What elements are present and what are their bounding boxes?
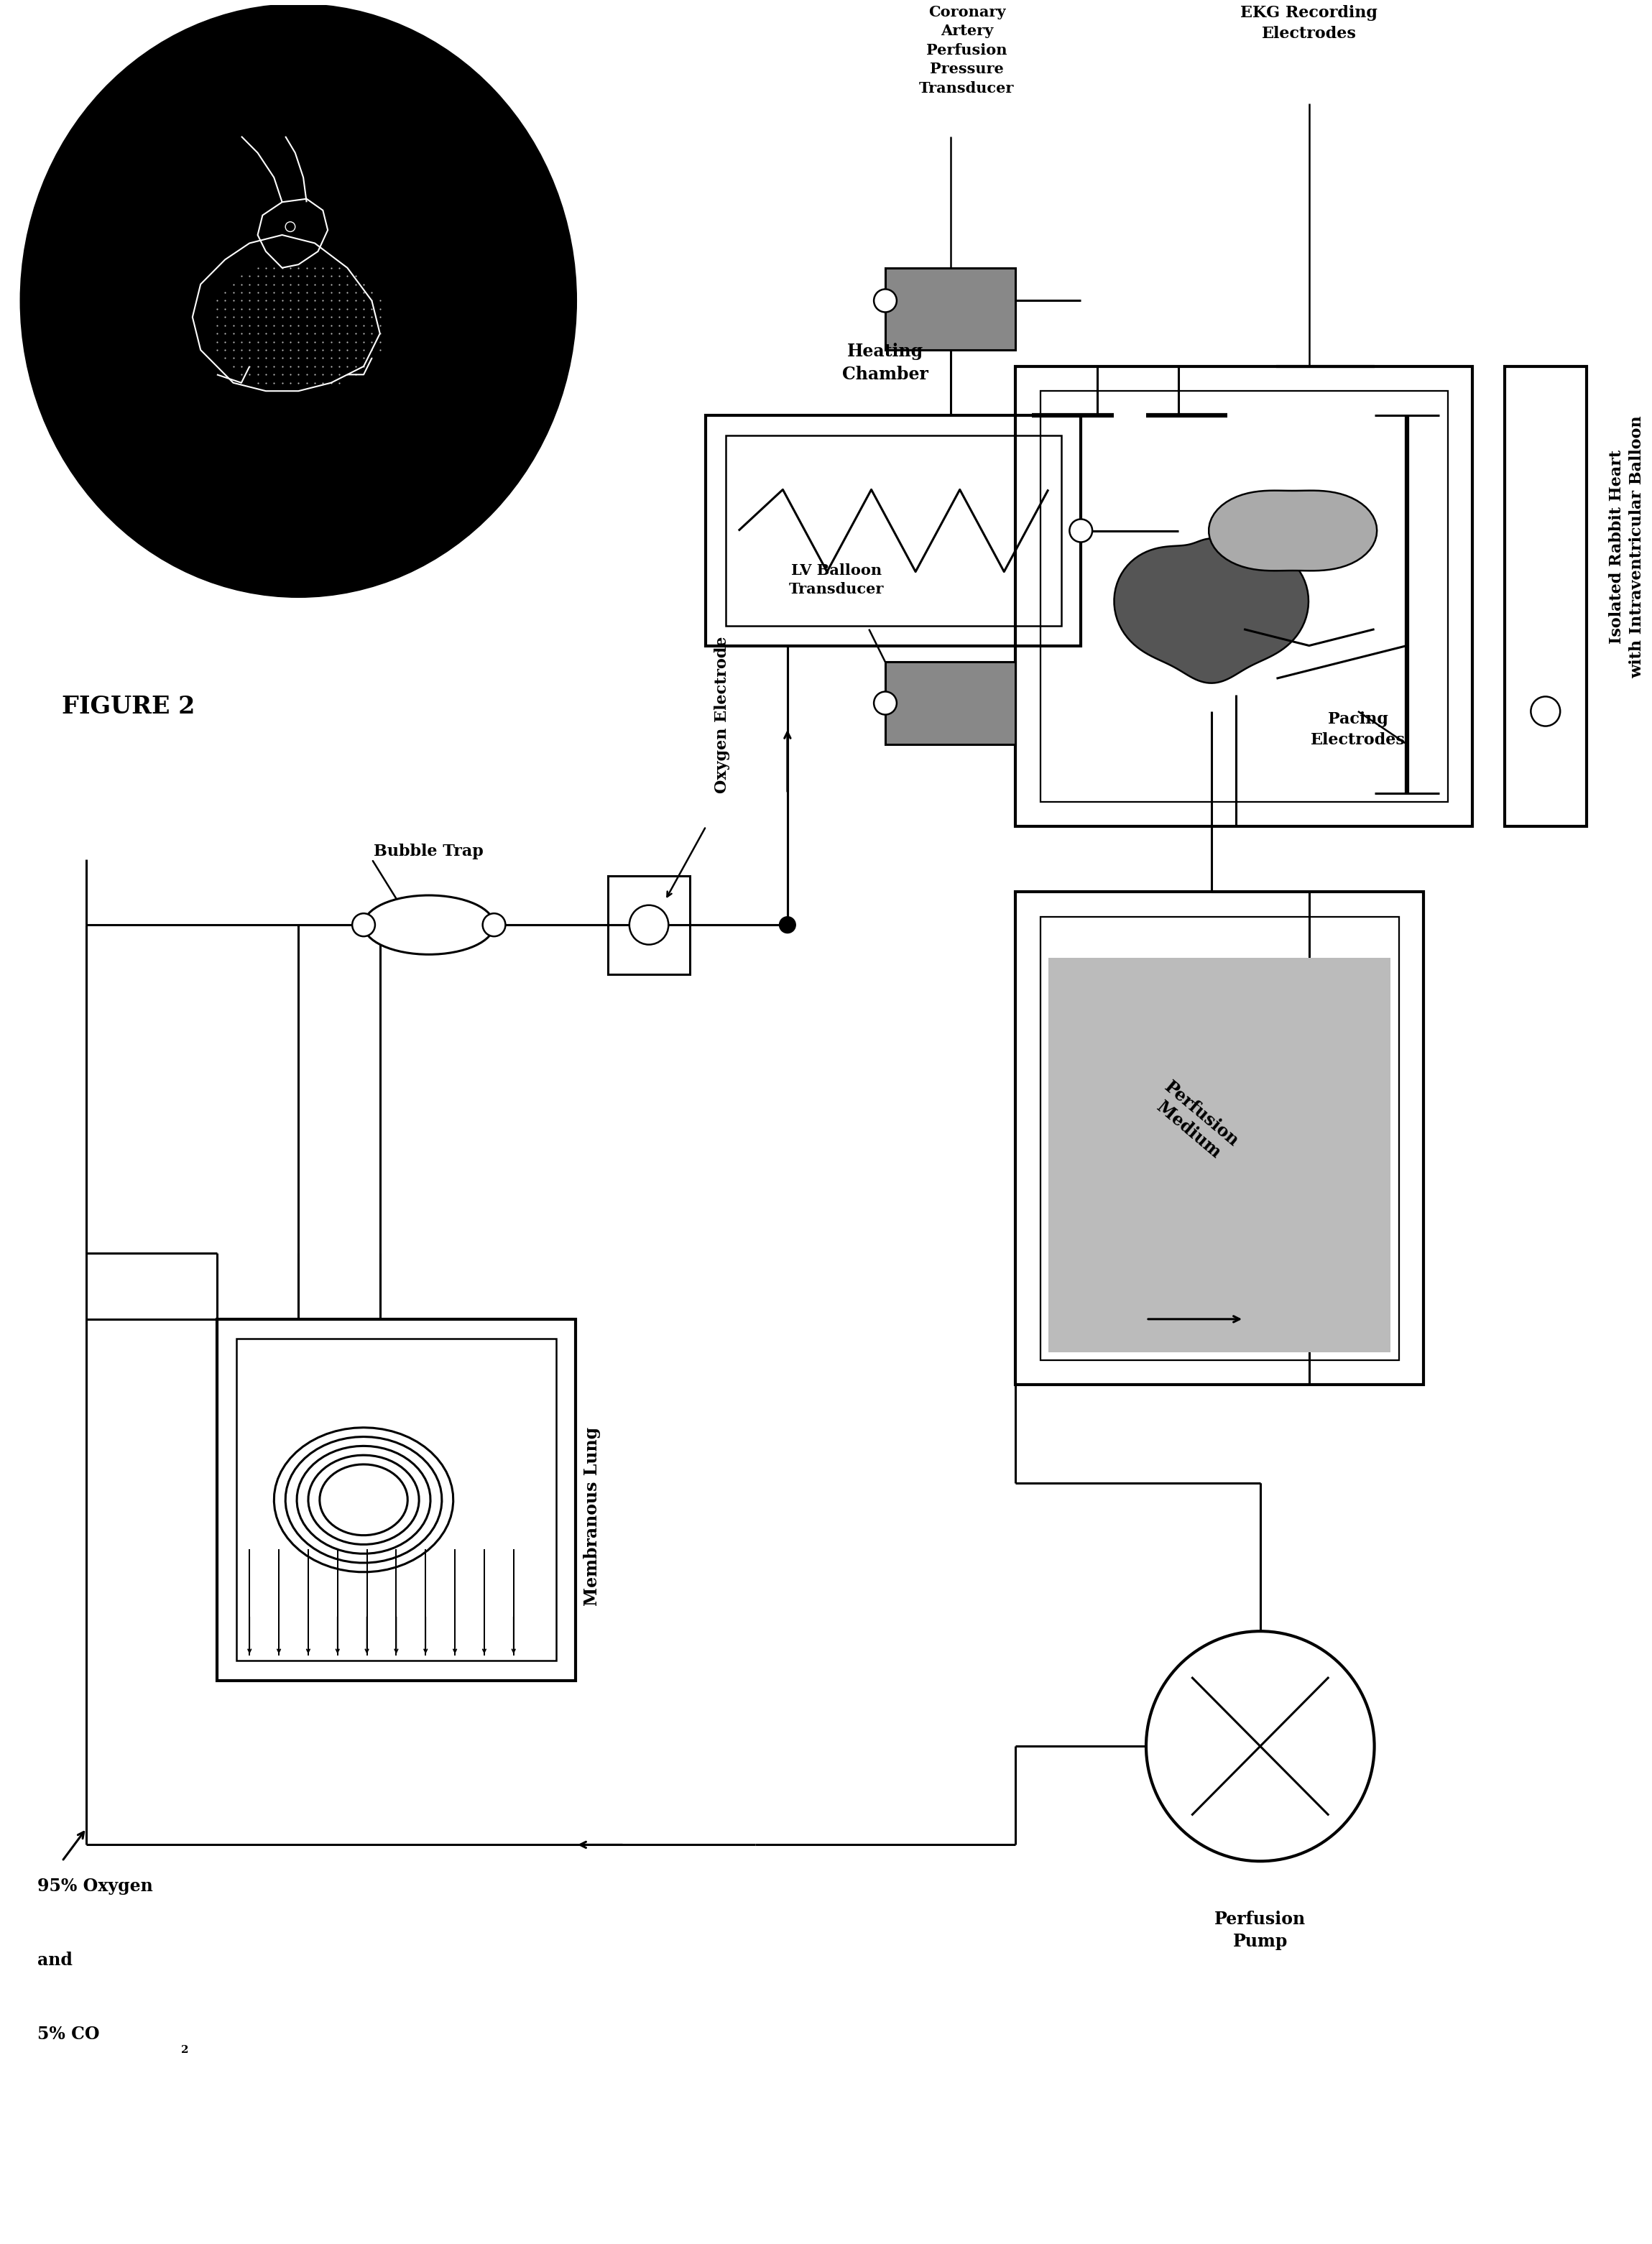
Text: Membranous Lung: Membranous Lung	[583, 1427, 601, 1607]
Bar	[1016, 366, 1472, 826]
Text: EKG Recording
Electrodes: EKG Recording Electrodes	[1241, 4, 1378, 40]
Circle shape	[1146, 1631, 1374, 1860]
Circle shape	[780, 916, 796, 934]
Bar	[1041, 916, 1399, 1360]
Ellipse shape	[21, 4, 575, 597]
Text: Pacing
Electrodes: Pacing Electrodes	[1310, 711, 1406, 747]
Text: 95% Oxygen: 95% Oxygen	[38, 1878, 154, 1894]
Text: 5% CO: 5% CO	[38, 2026, 99, 2042]
Text: Heating
Chamber: Heating Chamber	[843, 343, 928, 384]
Bar	[1016, 893, 1424, 1385]
Text: Isolated Rabbit Heart
with Intraventricular Balloon: Isolated Rabbit Heart with Intraventricu…	[1609, 415, 1645, 678]
Bar	[725, 435, 1061, 626]
Bar	[885, 267, 1016, 350]
Text: FIGURE 2: FIGURE 2	[63, 696, 195, 718]
Bar	[1041, 390, 1447, 801]
Circle shape	[352, 913, 375, 936]
Text: Bubble Trap: Bubble Trap	[373, 844, 484, 859]
Text: Perfusion
Pump: Perfusion Pump	[1214, 1910, 1305, 1950]
Text: LV Balloon
Transducer: LV Balloon Transducer	[788, 563, 884, 597]
Text: Coronary
Artery
Perfusion
Pressure
Transducer: Coronary Artery Perfusion Pressure Trans…	[919, 4, 1014, 94]
Bar	[1049, 958, 1391, 1351]
Polygon shape	[1209, 491, 1376, 570]
Circle shape	[482, 913, 506, 936]
Text: Oxygen Electrode: Oxygen Electrode	[714, 637, 730, 794]
Bar	[608, 875, 689, 974]
Circle shape	[1531, 696, 1559, 727]
Circle shape	[629, 904, 669, 945]
Text: Perfusion
Medium: Perfusion Medium	[1148, 1079, 1242, 1165]
Ellipse shape	[363, 895, 494, 954]
Bar	[705, 415, 1080, 646]
Circle shape	[874, 289, 897, 312]
Bar	[236, 1340, 557, 1661]
Text: 2: 2	[182, 2044, 188, 2056]
Circle shape	[1069, 518, 1092, 543]
Bar	[216, 1319, 575, 1681]
Polygon shape	[1113, 539, 1308, 682]
Circle shape	[874, 691, 897, 714]
Bar	[885, 662, 1016, 745]
Text: and: and	[38, 1952, 73, 1968]
Circle shape	[286, 222, 296, 231]
Bar	[1505, 366, 1586, 826]
